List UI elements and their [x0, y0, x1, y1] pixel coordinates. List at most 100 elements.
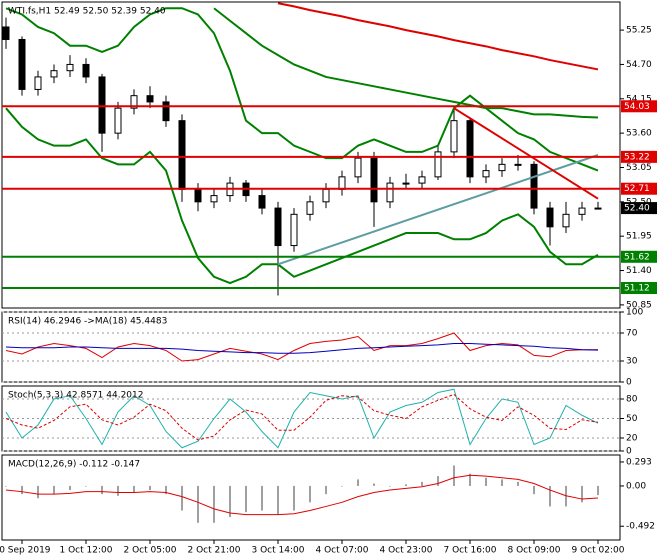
panel-frame — [1, 1, 621, 309]
level-label: 53.22 — [624, 152, 650, 162]
histogram-bar — [389, 485, 391, 487]
candle-body — [82, 63, 90, 78]
indicator-line — [5, 474, 599, 516]
level-label-box — [621, 202, 657, 215]
x-tick-label: 1 Oct 12:00 — [60, 546, 113, 556]
indicator-line — [5, 393, 599, 441]
indicator-line — [5, 107, 599, 285]
panel-title: WTI.fs,H1 52.49 52.50 52.39 52.40 — [8, 7, 166, 17]
candle-body — [370, 157, 378, 203]
histogram-bar — [309, 485, 311, 503]
histogram-bar — [21, 485, 23, 495]
x-tick-label: 4 Oct 23:00 — [380, 546, 433, 556]
level-label-box — [621, 250, 657, 263]
y-tick-label: 0 — [626, 447, 632, 457]
x-tick-label: 9 Oct 02:00 — [572, 546, 625, 556]
candle-body — [258, 195, 266, 209]
histogram-bar — [245, 485, 247, 513]
y-tick-label: -0.492 — [626, 522, 655, 532]
candle-body — [514, 163, 522, 166]
y-tick-label: 54.70 — [626, 60, 652, 70]
y-tick-label: 80 — [626, 395, 638, 405]
y-tick-label: 20 — [626, 434, 638, 444]
candle-body — [530, 163, 538, 209]
candle-body — [322, 188, 330, 203]
candle-body — [354, 157, 362, 178]
candle-body — [402, 182, 410, 185]
histogram-bar — [101, 485, 103, 495]
histogram-bar — [85, 485, 87, 487]
candle-body — [434, 151, 442, 178]
histogram-bar — [213, 485, 215, 523]
panel-title: RSI(14) 46.2946 ->MA(18) 45.4483 — [8, 317, 167, 327]
y-tick-label: 54.15 — [626, 94, 652, 104]
histogram-bar — [229, 485, 231, 518]
level-label: 52.40 — [624, 204, 650, 214]
candle-body — [290, 213, 298, 247]
indicator-line — [5, 388, 599, 449]
y-tick-label: 53.60 — [626, 129, 652, 139]
candle-body — [210, 195, 218, 203]
histogram-bar — [485, 477, 487, 486]
histogram-bar — [165, 485, 167, 495]
histogram-bar — [533, 485, 535, 495]
indicator-line — [277, 2, 599, 71]
level-label-box — [621, 150, 657, 163]
histogram-bar — [517, 481, 519, 486]
trendline — [277, 154, 599, 266]
histogram-bar — [37, 485, 39, 499]
candle-body — [34, 76, 42, 90]
histogram-bar — [293, 485, 295, 511]
histogram-bar — [357, 479, 359, 486]
x-tick-label: 3 Oct 14:00 — [252, 546, 305, 556]
histogram-bar — [149, 485, 151, 491]
histogram-bar — [581, 485, 583, 503]
histogram-bar — [53, 485, 55, 495]
x-tick-label: 30 Sep 2019 — [0, 546, 51, 556]
y-tick-label: 51.40 — [626, 266, 652, 276]
x-tick-label: 4 Oct 07:00 — [316, 546, 369, 556]
candle-body — [162, 101, 170, 122]
candle-body — [18, 38, 26, 90]
y-tick-label: 55.25 — [626, 26, 652, 36]
indicator-line — [5, 7, 599, 172]
panel-title: Stoch(5,3,3) 42.8571 44.2012 — [8, 391, 143, 401]
level-label: 51.62 — [624, 252, 650, 262]
candle-body — [130, 95, 138, 109]
histogram-bar — [117, 485, 119, 496]
candle-body — [178, 120, 186, 190]
indicator-line — [5, 343, 599, 354]
indicator-line — [213, 7, 599, 119]
candle-body — [338, 176, 346, 190]
y-tick-label: 100 — [626, 308, 643, 318]
candle-body — [578, 207, 586, 215]
histogram-bar — [5, 485, 7, 487]
histogram-bar — [549, 485, 551, 507]
candle-body — [274, 207, 282, 247]
level-label: 54.03 — [624, 102, 650, 112]
histogram-bar — [597, 485, 599, 496]
histogram-bar — [261, 485, 263, 511]
candle-body — [450, 120, 458, 153]
candle-body — [466, 120, 474, 178]
trendline — [453, 107, 599, 200]
candle-body — [50, 70, 58, 78]
histogram-bar — [373, 483, 375, 486]
y-tick-label: 0 — [626, 378, 632, 388]
level-label: 51.12 — [624, 284, 650, 294]
y-tick-label: 30 — [626, 357, 638, 367]
y-tick-label: 50.85 — [626, 300, 652, 310]
y-tick-label: 50 — [626, 414, 638, 424]
level-label-box — [621, 282, 657, 295]
candle-body — [498, 163, 506, 172]
candle-body — [146, 95, 154, 103]
candle-body — [482, 170, 490, 178]
level-label-box — [621, 100, 657, 113]
candle-body — [194, 188, 202, 203]
histogram-bar — [181, 485, 183, 511]
candle-body — [386, 182, 394, 203]
x-tick-label: 7 Oct 16:00 — [444, 546, 497, 556]
histogram-bar — [341, 485, 343, 487]
y-tick-label: 0.00 — [626, 481, 646, 491]
